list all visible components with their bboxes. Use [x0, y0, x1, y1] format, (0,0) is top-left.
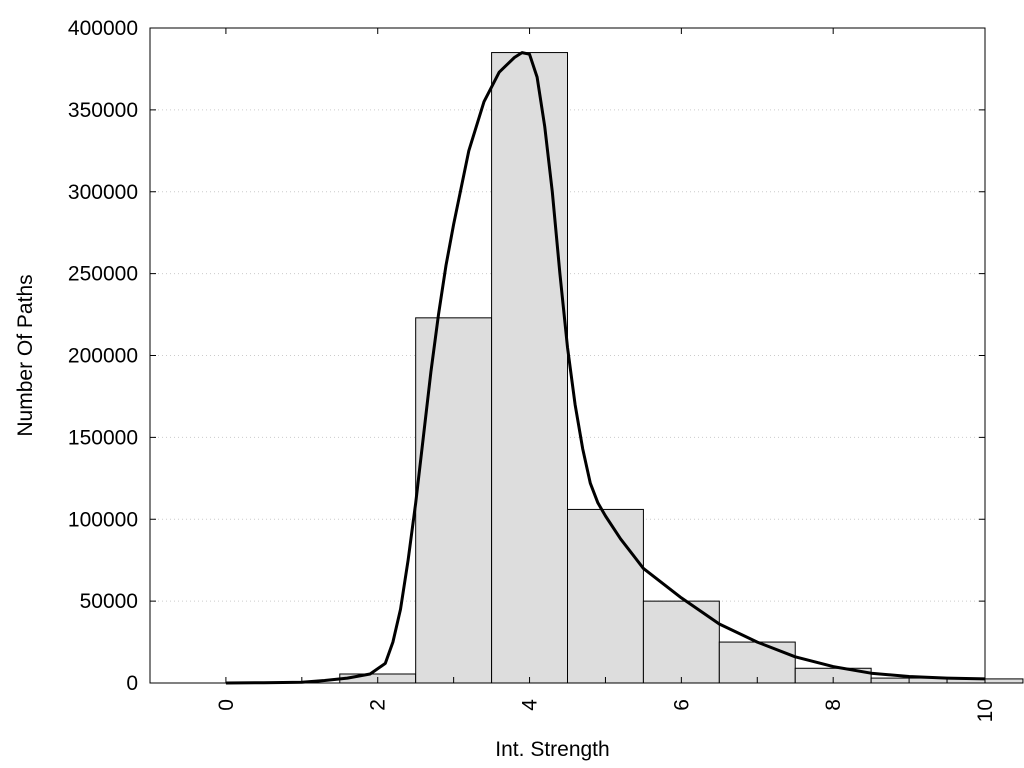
- x-tick-label: 10: [974, 699, 997, 722]
- histogram-bar: [567, 508, 644, 684]
- y-tick-label: 100000: [68, 508, 138, 531]
- x-tick-label: 2: [367, 699, 390, 711]
- y-tick-label: 400000: [68, 17, 138, 40]
- x-tick-label: 0: [215, 699, 238, 711]
- histogram-bar: [415, 317, 493, 684]
- y-tick-label: 150000: [68, 426, 138, 449]
- curve-layer: [225, 51, 986, 685]
- y-tick-label: 250000: [68, 263, 138, 286]
- histogram-bar: [642, 600, 720, 684]
- y-tick-label: 0: [126, 672, 138, 695]
- x-axis: 0 2 4 6 8 10: [215, 28, 997, 722]
- x-tick-label: 6: [670, 699, 693, 711]
- x-tick-label: 4: [519, 699, 542, 711]
- histogram-bar: [718, 641, 796, 684]
- bars-layer: [339, 52, 1024, 684]
- y-tick-label: 200000: [68, 345, 138, 368]
- y-axis-title: Number Of Paths: [14, 274, 37, 436]
- x-axis-title: Int. Strength: [495, 738, 609, 761]
- y-tick-label: 300000: [68, 181, 138, 204]
- y-tick-label: 350000: [68, 99, 138, 122]
- y-axis: 0 50000 100000 150000 200000 250000 300000 3500…: [68, 17, 985, 695]
- y-tick-label: 50000: [80, 590, 138, 613]
- fit-curve: [225, 51, 986, 685]
- x-tick-label: 8: [822, 699, 845, 711]
- histogram-bar: [491, 52, 568, 684]
